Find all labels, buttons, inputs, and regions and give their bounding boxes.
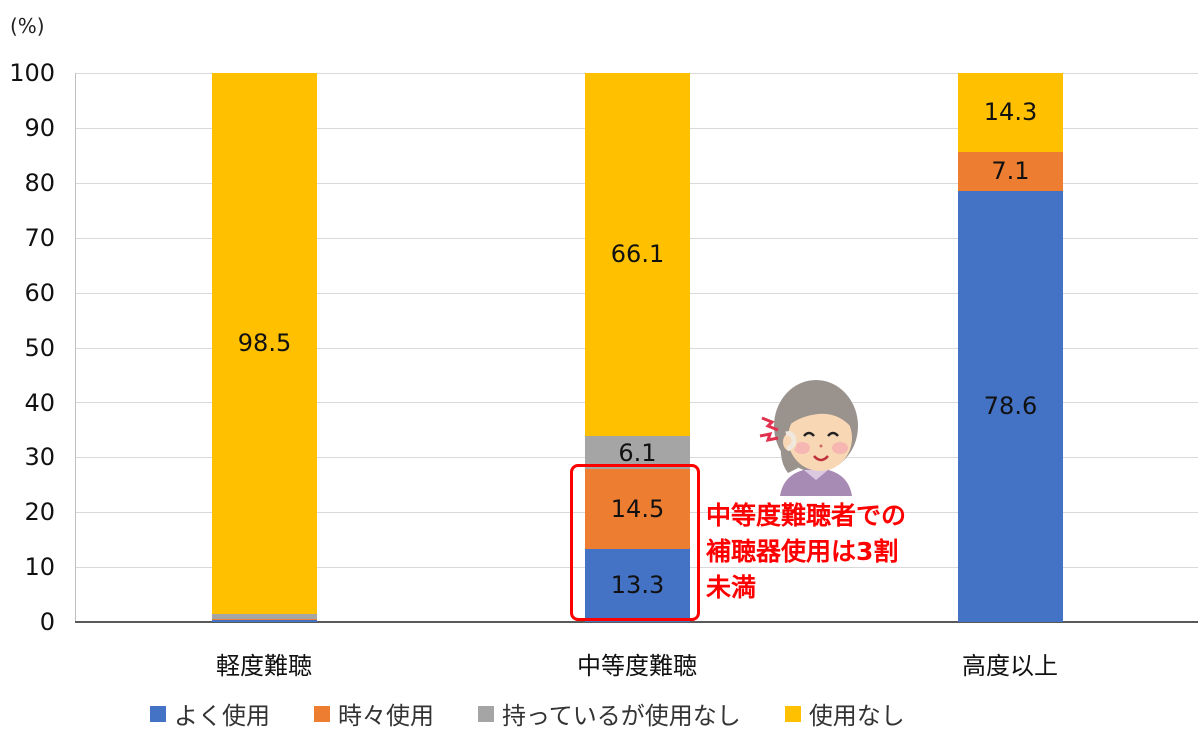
y-tick-label: 20 bbox=[24, 498, 55, 526]
elderly-woman-with-hearing-aid-icon bbox=[758, 378, 868, 496]
legend-item: 時々使用 bbox=[314, 696, 434, 731]
y-tick-label: 60 bbox=[24, 279, 55, 307]
data-label: 6.1 bbox=[618, 438, 657, 467]
y-axis-unit-label: (%) bbox=[10, 14, 45, 38]
y-tick-label: 0 bbox=[39, 608, 55, 636]
legend-label: 持っているが使用なし bbox=[502, 702, 741, 730]
legend: よく使用 時々使用 持っているが使用なし 使用なし bbox=[150, 696, 949, 731]
bar-segment bbox=[212, 618, 317, 621]
data-label: 7.1 bbox=[991, 157, 1030, 186]
legend-label: 時々使用 bbox=[338, 702, 434, 730]
bar-moderate: 13.3 14.5 6.1 66.1 bbox=[585, 73, 690, 622]
legend-item: よく使用 bbox=[150, 696, 270, 731]
legend-swatch-orange-icon bbox=[314, 705, 330, 722]
y-tick-label: 30 bbox=[24, 443, 55, 471]
data-label: 78.6 bbox=[983, 392, 1038, 421]
x-label-moderate: 中等度難聴 bbox=[577, 652, 697, 680]
y-tick-label: 90 bbox=[24, 114, 55, 142]
data-label: 66.1 bbox=[610, 240, 665, 269]
bar-mild: 98.5 bbox=[212, 73, 317, 622]
data-label: 14.5 bbox=[610, 495, 665, 524]
x-label-mild: 軽度難聴 bbox=[216, 652, 312, 680]
bar-segment: 14.3 bbox=[958, 73, 1063, 152]
annotation-text: 中等度難聴者での 補聴器使用は3割 未満 bbox=[706, 501, 907, 602]
bar-segment: 98.5 bbox=[212, 73, 317, 614]
bar-severe: 78.6 7.1 14.3 bbox=[958, 73, 1063, 622]
bar-segment bbox=[212, 620, 317, 622]
legend-label: よく使用 bbox=[174, 702, 270, 730]
y-tick-label: 50 bbox=[24, 334, 55, 362]
plot-area: 98.5 13.3 14.5 6.1 66.1 78.6 7.1 14.3 bbox=[75, 73, 1198, 623]
y-axis-line bbox=[75, 73, 76, 622]
legend-swatch-blue-icon bbox=[150, 705, 166, 722]
y-tick-label: 40 bbox=[24, 389, 55, 417]
y-tick-label: 80 bbox=[24, 169, 55, 197]
legend-item: 使用なし bbox=[784, 696, 905, 731]
bar-segment: 66.1 bbox=[585, 73, 690, 436]
y-tick-label: 10 bbox=[24, 553, 55, 581]
data-label: 98.5 bbox=[237, 329, 292, 358]
bar-segment: 7.1 bbox=[958, 151, 1063, 191]
bar-segment: 13.3 bbox=[585, 548, 690, 622]
highlight-box bbox=[570, 464, 700, 621]
legend-label: 使用なし bbox=[808, 702, 905, 730]
legend-item: 持っているが使用なし bbox=[478, 696, 741, 731]
x-label-severe: 高度以上 bbox=[962, 652, 1058, 680]
data-label: 13.3 bbox=[610, 571, 665, 600]
x-axis-line bbox=[75, 621, 1198, 623]
bar-segment bbox=[212, 613, 317, 619]
data-label: 14.3 bbox=[983, 98, 1038, 127]
y-tick-label: 70 bbox=[24, 224, 55, 252]
legend-swatch-yellow-icon bbox=[784, 705, 801, 722]
legend-swatch-gray-icon bbox=[478, 705, 494, 722]
bar-segment: 78.6 bbox=[958, 190, 1063, 622]
bar-segment: 14.5 bbox=[585, 469, 690, 549]
y-tick-label: 100 bbox=[9, 59, 55, 87]
bar-segment: 6.1 bbox=[585, 435, 690, 470]
